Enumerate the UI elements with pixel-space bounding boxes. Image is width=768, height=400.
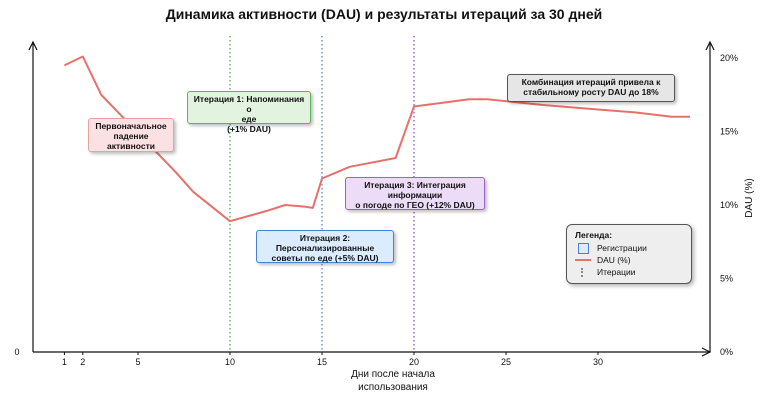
annotation-line: Итерация 2: — [299, 233, 351, 243]
x-axis-title-line2: использования — [358, 382, 428, 393]
annotation-line: Комбинация итераций привела к — [521, 77, 661, 87]
y-axis-title: DAU (%) — [744, 178, 755, 217]
legend-item-iterations: Итерации — [575, 266, 683, 278]
x-axis-arrow-icon — [701, 347, 712, 357]
chart-title: Динамика активности (DAU) и результаты и… — [165, 6, 603, 22]
annotation-line: советы по еде (+5% DAU) — [271, 253, 379, 263]
dotted-marker-icon — [575, 267, 591, 277]
annotation-line: стабильному росту DAU до 18% — [523, 87, 659, 97]
axes-group — [28, 40, 715, 357]
y-tick-label: 5% — [720, 274, 733, 284]
annotation-iteration-2: Итерация 2: Персонализированные советы п… — [256, 230, 394, 263]
right-axis-arrow-icon — [705, 40, 715, 51]
annotation-iteration-3: Итерация 3: Интеграция информации о пого… — [345, 177, 485, 210]
x-tick-label: 10 — [225, 357, 235, 367]
y-tick-label: 0% — [720, 347, 733, 357]
x-tick-label: 5 — [135, 357, 140, 367]
iteration-lines-group — [229, 36, 415, 352]
y-tick-label: 15% — [720, 127, 738, 137]
legend-item-registrations: Регистрации — [575, 242, 683, 254]
ticks-group: 1 2 5 10 15 20 25 300%5%10%15%20%0 — [14, 53, 738, 367]
legend-item-dau: DAU (%) — [575, 254, 683, 266]
annotation-line: о погоде по ГЕО (+12% DAU) — [355, 200, 475, 210]
origin-label: 0 — [14, 347, 19, 357]
annotation-line: Первоначальное — [95, 121, 167, 131]
legend-label: Итерации — [597, 267, 636, 277]
y-tick-label: 10% — [720, 200, 738, 210]
annotation-line: Персонализированные — [275, 243, 375, 253]
annotation-line: информации — [387, 190, 443, 200]
x-tick-label: 2 — [80, 357, 85, 367]
annotation-line: (+1% DAU) — [227, 124, 271, 134]
annotation-iteration-1: Итерация 1: Напоминания о еде (+1% DAU) — [187, 91, 311, 134]
x-tick-label: 1 — [62, 357, 67, 367]
x-tick-label: 20 — [409, 357, 419, 367]
y-tick-label: 20% — [720, 53, 738, 63]
x-tick-label: 25 — [501, 357, 511, 367]
legend-label: DAU (%) — [597, 255, 631, 265]
dau-series-line — [63, 55, 690, 223]
annotation-line: падение — [113, 131, 149, 141]
annotation-initial-drop: Первоначальное падение активности — [88, 118, 174, 152]
annotation-line: активности — [107, 141, 155, 151]
x-tick-label: 15 — [317, 357, 327, 367]
legend: Легенда: Регистрации DAU (%) Итерации — [566, 224, 692, 284]
annotation-line: Итерация 1: Напоминания о — [193, 94, 305, 114]
legend-label: Регистрации — [597, 243, 647, 253]
x-tick-label: 30 — [593, 357, 603, 367]
annotation-line: еде — [241, 114, 257, 124]
series-group — [63, 55, 690, 223]
annotation-line: Итерация 3: Интеграция — [364, 180, 466, 190]
legend-title: Легенда: — [575, 230, 613, 240]
square-marker-icon — [575, 242, 591, 254]
line-marker-icon — [575, 255, 591, 265]
left-axis-arrow-icon — [28, 40, 38, 51]
annotation-combination: Комбинация итераций привела к стабильном… — [507, 74, 675, 102]
x-axis-title-line1: Дни после начала — [351, 369, 435, 380]
